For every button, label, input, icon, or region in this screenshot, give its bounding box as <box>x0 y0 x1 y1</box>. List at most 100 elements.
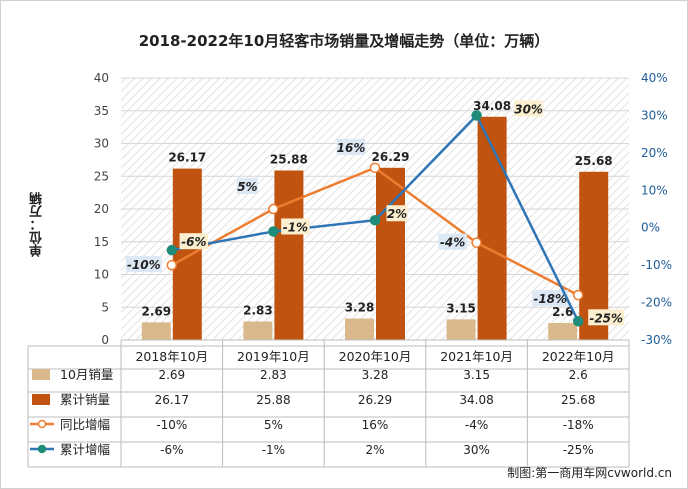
y2-tick-label: 10% <box>641 183 668 197</box>
line-value-label: 2% <box>387 207 407 221</box>
y2-tick-label: 40% <box>641 71 668 85</box>
table-cell: 25.68 <box>561 393 595 407</box>
table-cell: 30% <box>463 443 490 457</box>
bar-value-label: 26.29 <box>372 150 410 164</box>
table-cell: -4% <box>465 418 488 432</box>
category-label: 2022年10月 <box>542 349 615 364</box>
legend-key-bar <box>32 369 50 380</box>
table-cell: 3.28 <box>362 368 389 382</box>
line-value-label: -10% <box>127 258 161 272</box>
line-label-bg <box>336 138 366 155</box>
bar-value-label: 3.28 <box>345 301 375 315</box>
legend-key-marker <box>37 444 47 454</box>
bar-monthly <box>345 318 374 340</box>
bar-value-label: 3.15 <box>446 301 476 315</box>
bar-monthly <box>243 321 273 340</box>
bar-monthly <box>141 322 171 340</box>
line-label-bg <box>125 256 162 273</box>
y2-tick-label: 30% <box>641 108 668 122</box>
y-tick-label: 30 <box>94 137 109 151</box>
table-cell: 34.08 <box>459 393 493 407</box>
legend-key-bar <box>32 394 50 405</box>
cumulative-point <box>369 214 381 226</box>
line-label-bg <box>588 309 625 326</box>
y-tick-label: 10 <box>94 268 109 282</box>
line-label-bg <box>532 290 569 307</box>
line-label-bg <box>386 205 408 222</box>
table-cell: 2.83 <box>260 368 287 382</box>
bar-monthly <box>446 319 476 340</box>
y2-tick-label: 0% <box>641 221 660 235</box>
bar-cumulative <box>274 170 304 340</box>
y-tick-label: 5 <box>101 300 109 314</box>
table-cell: -25% <box>563 443 594 457</box>
bar-value-label: 25.88 <box>270 152 308 166</box>
bar-value-label: 34.08 <box>473 99 511 113</box>
line-value-label: -18% <box>533 292 567 306</box>
y2-tick-label: -30% <box>641 333 672 347</box>
table-cell: -10% <box>156 418 187 432</box>
cumulative-point <box>572 316 584 327</box>
table-cell: 2.69 <box>158 368 185 382</box>
yoy-point <box>572 289 584 301</box>
chart-title: 2018-2022年10月轻客市场销量及增幅走势（单位：万辆） <box>138 32 550 50</box>
legend-label: 10月销量 <box>60 367 113 382</box>
yoy-point <box>369 162 381 174</box>
legend-label: 累计销量 <box>60 392 110 407</box>
bar-value-label: 2.69 <box>141 304 171 318</box>
bar-value-label: 2.6 <box>552 305 573 319</box>
y-tick-label: 15 <box>94 235 109 249</box>
bar-cumulative <box>477 116 507 340</box>
line-value-label: -6% <box>181 235 206 249</box>
line-label-bg <box>179 233 209 250</box>
line-value-label: 30% <box>514 102 543 116</box>
legend-label: 同比增幅 <box>60 417 110 432</box>
bar-value-label: 25.68 <box>575 154 613 168</box>
cumulative-point <box>471 110 482 121</box>
bar-monthly <box>548 322 578 340</box>
table-cell: 2.6 <box>569 368 588 382</box>
yoy-point <box>268 203 279 215</box>
table-cell: 25.88 <box>256 393 290 407</box>
category-label: 2019年10月 <box>237 349 310 364</box>
y-tick-label: 25 <box>94 169 109 183</box>
credit-text: 制图:第一商用车网cvworld.cn <box>507 466 672 480</box>
y-tick-label: 35 <box>94 104 109 118</box>
table-cell: 26.29 <box>358 393 392 407</box>
table-cell: -1% <box>262 443 285 457</box>
y2-tick-label: -20% <box>641 296 672 310</box>
table-cell: 5% <box>264 418 283 432</box>
category-label: 2021年10月 <box>440 349 513 364</box>
line-value-label: -25% <box>589 311 623 325</box>
bar-value-label: 2.83 <box>243 303 273 317</box>
category-label: 2018年10月 <box>135 349 208 364</box>
line-value-label: 16% <box>337 141 366 155</box>
category-label: 2020年10月 <box>339 349 412 364</box>
y-tick-label: 20 <box>94 202 109 216</box>
line-label-bg <box>514 100 543 117</box>
y-tick-label: 0 <box>101 333 109 347</box>
line-value-label: 5% <box>237 180 257 194</box>
bar-cumulative <box>172 168 202 340</box>
legend-label: 累计增幅 <box>60 442 110 457</box>
table-cell: 26.17 <box>155 393 189 407</box>
y2-tick-label: 20% <box>641 146 668 160</box>
bar-value-label: 26.17 <box>168 151 206 165</box>
yoy-point <box>166 259 178 271</box>
table-cell: 3.15 <box>463 368 490 382</box>
cumulative-point <box>268 226 279 237</box>
table-cell: 16% <box>362 418 389 432</box>
table-cell: -6% <box>160 443 183 457</box>
line-value-label: -4% <box>440 236 465 250</box>
y2-tick-label: -10% <box>641 258 672 272</box>
bar-cumulative <box>376 167 405 340</box>
y-tick-label: 40 <box>94 71 109 85</box>
legend-key-marker <box>37 419 47 429</box>
table-cell: 2% <box>365 443 384 457</box>
table-cell: -18% <box>563 418 594 432</box>
line-label-bg <box>438 233 467 250</box>
line-value-label: -1% <box>283 220 308 234</box>
line-label-bg <box>236 178 258 194</box>
line-label-bg <box>281 218 310 235</box>
